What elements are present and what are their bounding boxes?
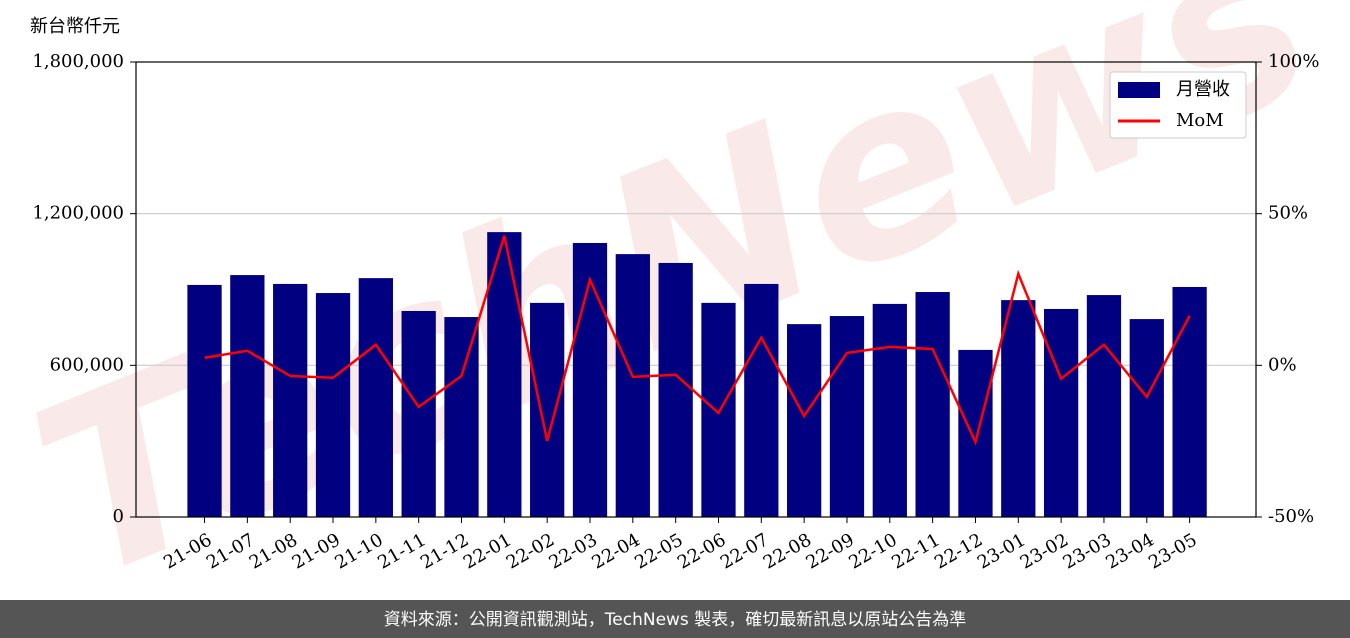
legend-label: 月營收 <box>1176 79 1230 100</box>
x-tick-label: 22-05 <box>631 529 686 573</box>
x-tick-label: 22-08 <box>760 529 815 573</box>
bar <box>230 275 265 517</box>
footer-bar <box>0 600 1350 638</box>
x-tick-label: 22-04 <box>588 529 643 573</box>
bar <box>315 293 351 517</box>
x-tick-label: 23-05 <box>1145 529 1200 573</box>
bar <box>1043 308 1079 517</box>
plot-frame <box>135 61 1257 518</box>
y2-tick-label: 100% <box>1268 51 1319 72</box>
x-tick-label: 22-11 <box>888 529 943 573</box>
bar <box>358 278 393 517</box>
x-tick-label: 22-12 <box>931 529 986 573</box>
y-tick-label: 1,800,000 <box>32 51 124 72</box>
bar <box>487 232 522 517</box>
x-tick-label: 23-03 <box>1060 529 1115 573</box>
x-tick-label: 22-02 <box>503 529 558 573</box>
bar <box>273 283 308 517</box>
y-axis-label: 新台幣仟元 <box>30 16 120 37</box>
x-tick-label: 22-03 <box>546 529 601 573</box>
x-tick-label: 23-01 <box>974 529 1029 573</box>
bar <box>572 242 608 517</box>
line <box>204 235 1191 446</box>
x-tick-label: 22-07 <box>717 529 772 573</box>
y-tick-label: 1,200,000 <box>32 203 124 224</box>
bar <box>444 317 479 517</box>
y2-tick-label: 50% <box>1268 203 1308 224</box>
x-tick-label: 23-02 <box>1017 529 1072 573</box>
bar <box>1001 300 1036 517</box>
bar <box>1129 319 1164 517</box>
y-tick-label: 0 <box>113 506 124 527</box>
bar <box>872 303 907 517</box>
bar <box>1172 286 1207 517</box>
bar <box>1086 295 1122 517</box>
bar <box>915 292 950 517</box>
y-tick-label: 600,000 <box>50 354 124 375</box>
bar <box>187 284 222 517</box>
x-tick-label: 21-12 <box>417 529 472 573</box>
bar <box>958 349 993 517</box>
bar <box>530 302 565 517</box>
footer: 資料來源：公開資訊觀測站，TechNews 製表，確切最新訊息以原站公告為準 <box>384 610 966 630</box>
x-tick-label: 22-10 <box>845 529 900 573</box>
legend-label: MoM <box>1176 110 1224 131</box>
x-tick-label: 22-09 <box>803 529 858 573</box>
y2-tick-label: -50% <box>1268 506 1314 527</box>
x-tick-label: 22-01 <box>460 529 515 573</box>
bar <box>658 262 693 517</box>
y2-tick-label: 0% <box>1268 354 1297 375</box>
x-tick-label: 21-11 <box>374 529 429 573</box>
bar <box>701 302 736 517</box>
bar <box>615 254 650 517</box>
legend-swatch <box>1118 82 1160 98</box>
bar <box>829 316 865 517</box>
bar <box>401 310 436 517</box>
x-tick-label: 22-06 <box>674 529 729 573</box>
bar <box>787 324 822 517</box>
bar <box>744 283 779 517</box>
x-tick-label: 23-04 <box>1102 529 1157 573</box>
